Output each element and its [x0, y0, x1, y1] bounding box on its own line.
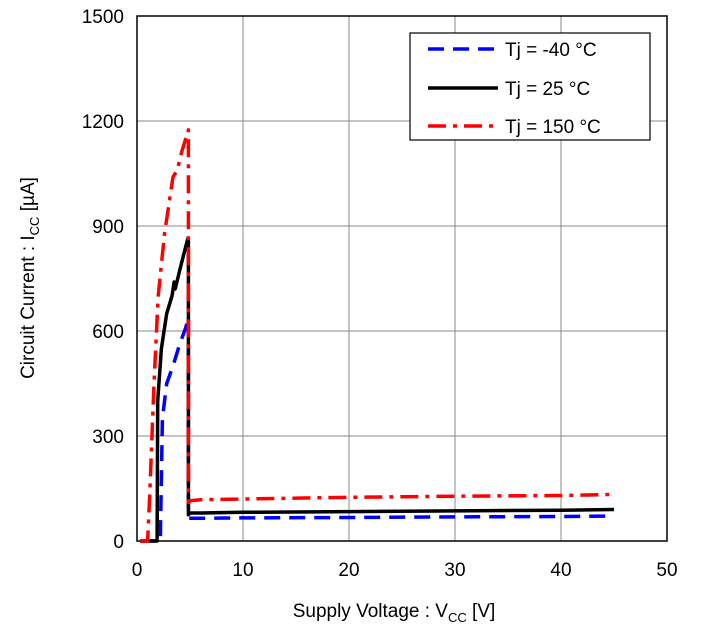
x-axis-label: Supply Voltage : VCC [V]: [293, 601, 496, 625]
y-axis-label: Circuit Current : ICC [µA]: [18, 177, 42, 379]
y-tick-label: 1200: [82, 112, 124, 133]
legend-label-tj-150: Tj = 150 °C: [505, 117, 601, 138]
x-axis-label-unit: [V]: [467, 601, 496, 622]
x-axis-label-main: Supply Voltage : V: [293, 601, 449, 622]
x-tick-label: 50: [656, 560, 677, 581]
y-tick-label: 300: [92, 427, 124, 448]
y-tick-label: 900: [92, 217, 124, 238]
x-tick-label: 10: [232, 560, 253, 581]
legend: Tj = -40 °C Tj = 25 °C Tj = 150 °C: [410, 33, 650, 140]
x-tick-label: 30: [444, 560, 465, 581]
x-tick-label: 40: [550, 560, 571, 581]
y-tick-label: 1500: [82, 7, 124, 28]
y-tick-label: 0: [113, 532, 124, 553]
legend-label-tj-minus40: Tj = -40 °C: [505, 40, 597, 61]
x-tick-labels: 0 10 20 30 40 50: [132, 560, 678, 581]
series-layer: [140, 130, 614, 541]
y-axis-label-main: Circuit Current : I: [18, 235, 39, 379]
y-tick-label: 600: [92, 322, 124, 343]
series-line-0: [140, 317, 614, 541]
y-tick-labels: 0 300 600 900 1200 1500: [82, 7, 124, 553]
y-axis-label-sub: CC: [27, 217, 42, 236]
legend-label-tj-25: Tj = 25 °C: [505, 79, 590, 100]
x-tick-label: 0: [132, 560, 143, 581]
x-axis-label-sub: CC: [448, 610, 467, 625]
series-line-2: [140, 130, 614, 541]
y-axis-label-unit: [µA]: [18, 177, 39, 216]
x-tick-label: 20: [338, 560, 359, 581]
